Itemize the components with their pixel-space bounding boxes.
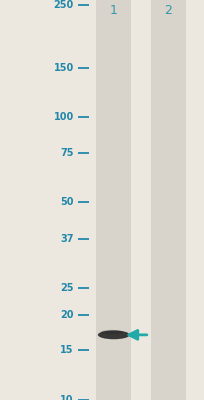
Text: 25: 25	[60, 282, 73, 292]
Text: 100: 100	[53, 112, 73, 122]
Text: 250: 250	[53, 0, 73, 10]
Bar	[150, 0, 185, 400]
Bar	[96, 0, 131, 400]
Text: 50: 50	[60, 198, 73, 208]
Text: 37: 37	[60, 234, 73, 244]
Text: 150: 150	[53, 62, 73, 72]
Text: 75: 75	[60, 148, 73, 158]
Text: 10: 10	[60, 395, 73, 400]
Text: 15: 15	[60, 345, 73, 355]
Text: 2: 2	[163, 4, 171, 16]
Text: 20: 20	[60, 310, 73, 320]
Ellipse shape	[98, 330, 129, 339]
Text: 1: 1	[109, 4, 117, 16]
Ellipse shape	[100, 330, 122, 334]
